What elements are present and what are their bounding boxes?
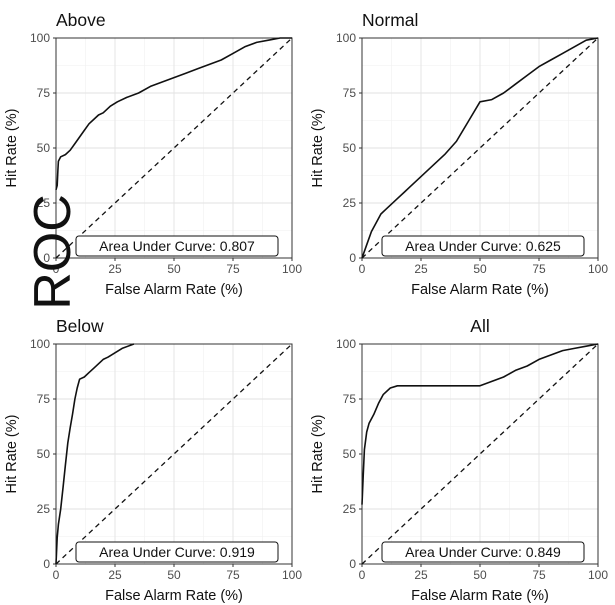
y-tick-label: 0: [349, 251, 356, 265]
x-tick-label: 0: [53, 262, 60, 276]
y-tick-label: 100: [336, 31, 356, 45]
y-tick-label: 50: [343, 447, 357, 461]
y-tick-label: 25: [37, 196, 51, 210]
panel-title: Normal: [362, 10, 418, 30]
y-tick-label: 25: [343, 502, 357, 516]
auc-annotation: Area Under Curve: 0.625: [405, 238, 561, 254]
y-tick-label: 25: [37, 502, 51, 516]
x-tick-label: 0: [359, 262, 366, 276]
x-tick-label: 50: [473, 568, 487, 582]
roc-curve: [55, 343, 135, 565]
y-tick-label: 50: [37, 447, 51, 461]
y-axis-label: Hit Rate (%): [4, 109, 20, 188]
auc-annotation: Area Under Curve: 0.919: [99, 544, 255, 560]
y-tick-label: 75: [343, 86, 357, 100]
x-tick-label: 75: [532, 262, 546, 276]
y-axis-label: Hit Rate (%): [310, 109, 326, 188]
x-axis-label: False Alarm Rate (%): [105, 588, 243, 604]
auc-annotation-box: [75, 541, 279, 563]
x-tick-label: 100: [588, 262, 608, 276]
auc-annotation: Area Under Curve: 0.849: [405, 544, 561, 560]
x-tick-label: 75: [226, 568, 240, 582]
x-tick-label: 25: [414, 568, 428, 582]
y-tick-label: 0: [43, 251, 50, 265]
x-tick-label: 75: [532, 568, 546, 582]
auc-annotation-box: [381, 541, 585, 563]
auc-annotation-box: [381, 235, 585, 257]
roc-panel-above: 0 25 50 75 100 0 25 50 75 100 False Alarm Rate (%)…: [4, 10, 302, 298]
panel-title: Above: [56, 10, 106, 30]
y-tick-label: 50: [343, 141, 357, 155]
y-tick-label: 75: [37, 86, 51, 100]
y-tick-label: 25: [343, 196, 357, 210]
panel-title: All: [470, 316, 489, 336]
roc-panel-normal: 0 25 50 75 100 0 25 50 75 100 False Alarm Rate (%)…: [310, 10, 608, 298]
y-tick-label: 100: [30, 337, 50, 351]
roc-panel-below: 0 25 50 75 100 0 25 50 75 100 False Alarm Rate (%)…: [4, 316, 302, 604]
x-tick-label: 100: [588, 568, 608, 582]
y-axis-label: Hit Rate (%): [4, 415, 20, 494]
roc-panel-all: 0 25 50 75 100 0 25 50 75 100 False Alarm Rate (%)…: [310, 316, 608, 604]
x-axis-label: False Alarm Rate (%): [411, 282, 549, 298]
y-tick-label: 100: [30, 31, 50, 45]
x-tick-label: 100: [282, 568, 302, 582]
x-tick-label: 75: [226, 262, 240, 276]
auc-annotation: Area Under Curve: 0.807: [99, 238, 255, 254]
y-tick-label: 75: [37, 392, 51, 406]
y-tick-label: 75: [343, 392, 357, 406]
x-tick-label: 0: [53, 568, 60, 582]
y-axis-label: Hit Rate (%): [310, 415, 326, 494]
x-tick-label: 0: [359, 568, 366, 582]
x-tick-label: 50: [167, 568, 181, 582]
x-tick-label: 100: [282, 262, 302, 276]
x-tick-label: 50: [167, 262, 181, 276]
y-tick-label: 0: [349, 557, 356, 571]
roc-curve: [361, 37, 599, 259]
x-axis-label: False Alarm Rate (%): [411, 588, 549, 604]
x-tick-label: 25: [414, 262, 428, 276]
roc-curve: [361, 343, 599, 505]
x-tick-label: 25: [108, 262, 122, 276]
y-tick-label: 50: [37, 141, 51, 155]
panel-title: Below: [56, 316, 104, 336]
x-axis-label: False Alarm Rate (%): [105, 282, 243, 298]
y-tick-label: 0: [43, 557, 50, 571]
roc-curve: [55, 37, 292, 191]
auc-annotation-box: [75, 235, 279, 257]
y-tick-label: 100: [336, 337, 356, 351]
x-tick-label: 50: [473, 262, 487, 276]
x-tick-label: 25: [108, 568, 122, 582]
